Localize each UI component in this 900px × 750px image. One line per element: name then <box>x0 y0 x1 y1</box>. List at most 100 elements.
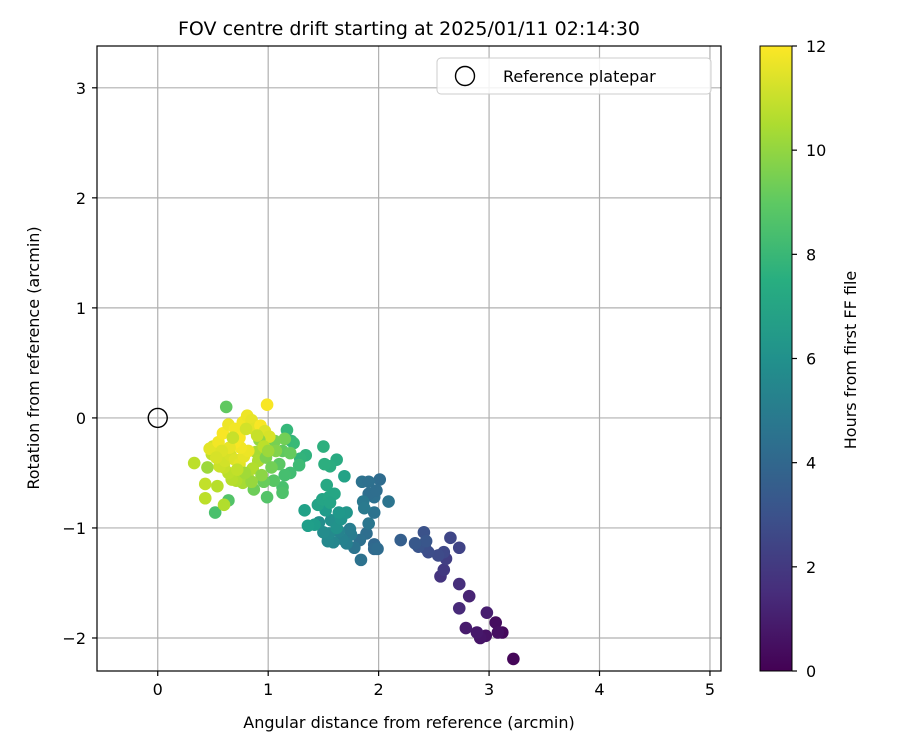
colorbar: 0 2 4 6 8 10 12 Hours from first FF file <box>759 37 860 681</box>
x-axis-ticks: 0 1 2 3 4 5 <box>153 671 715 699</box>
data-point <box>419 534 433 548</box>
data-point <box>480 606 494 619</box>
data-point <box>317 526 330 539</box>
y-tick-label: 1 <box>76 299 86 318</box>
data-point <box>382 495 395 508</box>
data-point <box>203 442 216 456</box>
legend-marker <box>454 65 476 87</box>
data-point <box>276 486 289 500</box>
data-point <box>394 533 408 547</box>
data-point <box>370 484 383 497</box>
y-axis-ticks: −2 −1 0 1 2 3 <box>62 79 97 648</box>
data-point <box>298 504 311 517</box>
data-point <box>354 553 368 567</box>
data-point <box>230 463 244 476</box>
data-point <box>217 498 231 512</box>
colorbar-tick-label: 0 <box>806 662 816 681</box>
x-tick-label: 5 <box>705 680 715 699</box>
y-tick-label: −1 <box>62 519 86 538</box>
data-point <box>452 577 466 591</box>
x-tick-label: 0 <box>153 680 163 699</box>
data-point <box>208 506 222 519</box>
data-point <box>245 475 258 489</box>
data-point <box>265 461 278 474</box>
data-point <box>262 430 276 443</box>
data-point <box>239 422 253 436</box>
y-tick-label: 0 <box>76 409 86 428</box>
plot-frame <box>96 45 722 672</box>
data-point <box>431 549 445 562</box>
data-point <box>187 456 201 470</box>
data-point <box>318 457 331 471</box>
data-point <box>323 496 337 509</box>
data-point <box>255 468 268 482</box>
colorbar-label: Hours from first FF file <box>841 271 860 450</box>
colorbar-ticks: 0 2 4 6 8 10 12 <box>792 37 826 681</box>
data-point <box>367 506 381 519</box>
data-point <box>292 458 306 472</box>
data-point <box>211 479 224 493</box>
data-point <box>198 477 212 491</box>
data-point <box>267 474 281 487</box>
data-point <box>338 469 351 483</box>
colorbar-tick-label: 10 <box>806 141 826 160</box>
reference-point <box>147 407 168 429</box>
data-point <box>452 601 466 615</box>
x-tick-label: 2 <box>374 680 384 699</box>
colorbar-tick-label: 6 <box>806 350 816 369</box>
data-point <box>320 478 334 492</box>
data-point <box>408 537 422 550</box>
legend: Reference platepar <box>436 57 712 95</box>
data-point <box>373 473 387 486</box>
colorbar-tick-label: 8 <box>806 245 816 264</box>
data-point <box>470 626 484 639</box>
x-tick-label: 4 <box>594 680 604 699</box>
data-point <box>283 446 297 460</box>
data-point <box>332 506 346 519</box>
data-point <box>489 616 502 629</box>
data-point <box>198 491 212 505</box>
data-point <box>278 468 292 482</box>
colorbar-tick-label: 12 <box>806 37 826 56</box>
data-point <box>219 400 233 414</box>
data-point <box>371 542 384 556</box>
x-tick-label: 3 <box>484 680 494 699</box>
data-point <box>444 531 457 545</box>
x-tick-label: 1 <box>263 680 273 699</box>
data-point <box>226 431 240 445</box>
data-point <box>452 541 466 555</box>
colorbar-gradient <box>759 45 793 672</box>
y-tick-label: −2 <box>62 629 86 648</box>
data-points <box>187 398 520 666</box>
data-point <box>260 398 274 412</box>
data-point <box>301 519 315 533</box>
data-point <box>278 432 292 446</box>
colorbar-tick-label: 2 <box>806 558 816 577</box>
legend-entry-label: Reference platepar <box>503 67 656 86</box>
data-point <box>462 589 476 603</box>
data-point <box>261 444 275 458</box>
y-tick-label: 3 <box>76 79 86 98</box>
data-point <box>250 429 264 442</box>
data-point <box>459 621 473 635</box>
data-point <box>362 517 375 530</box>
data-point <box>317 440 330 453</box>
y-axis-label: Rotation from reference (arcmin) <box>24 226 43 489</box>
x-axis-label: Angular distance from reference (arcmin) <box>243 713 574 732</box>
y-tick-label: 2 <box>76 189 86 208</box>
data-point <box>260 490 274 504</box>
data-point <box>343 522 357 536</box>
data-point <box>357 501 371 515</box>
colorbar-tick-label: 4 <box>806 454 816 473</box>
data-point <box>507 652 520 666</box>
data-point <box>362 475 375 489</box>
data-point <box>209 451 223 464</box>
data-point <box>201 461 214 474</box>
legend-box <box>436 57 712 95</box>
reference-marker <box>147 407 168 429</box>
chart-title: FOV centre drift starting at 2025/01/11 … <box>178 18 640 40</box>
grid-lines <box>97 46 721 671</box>
data-point <box>491 626 505 639</box>
data-point <box>437 563 451 577</box>
